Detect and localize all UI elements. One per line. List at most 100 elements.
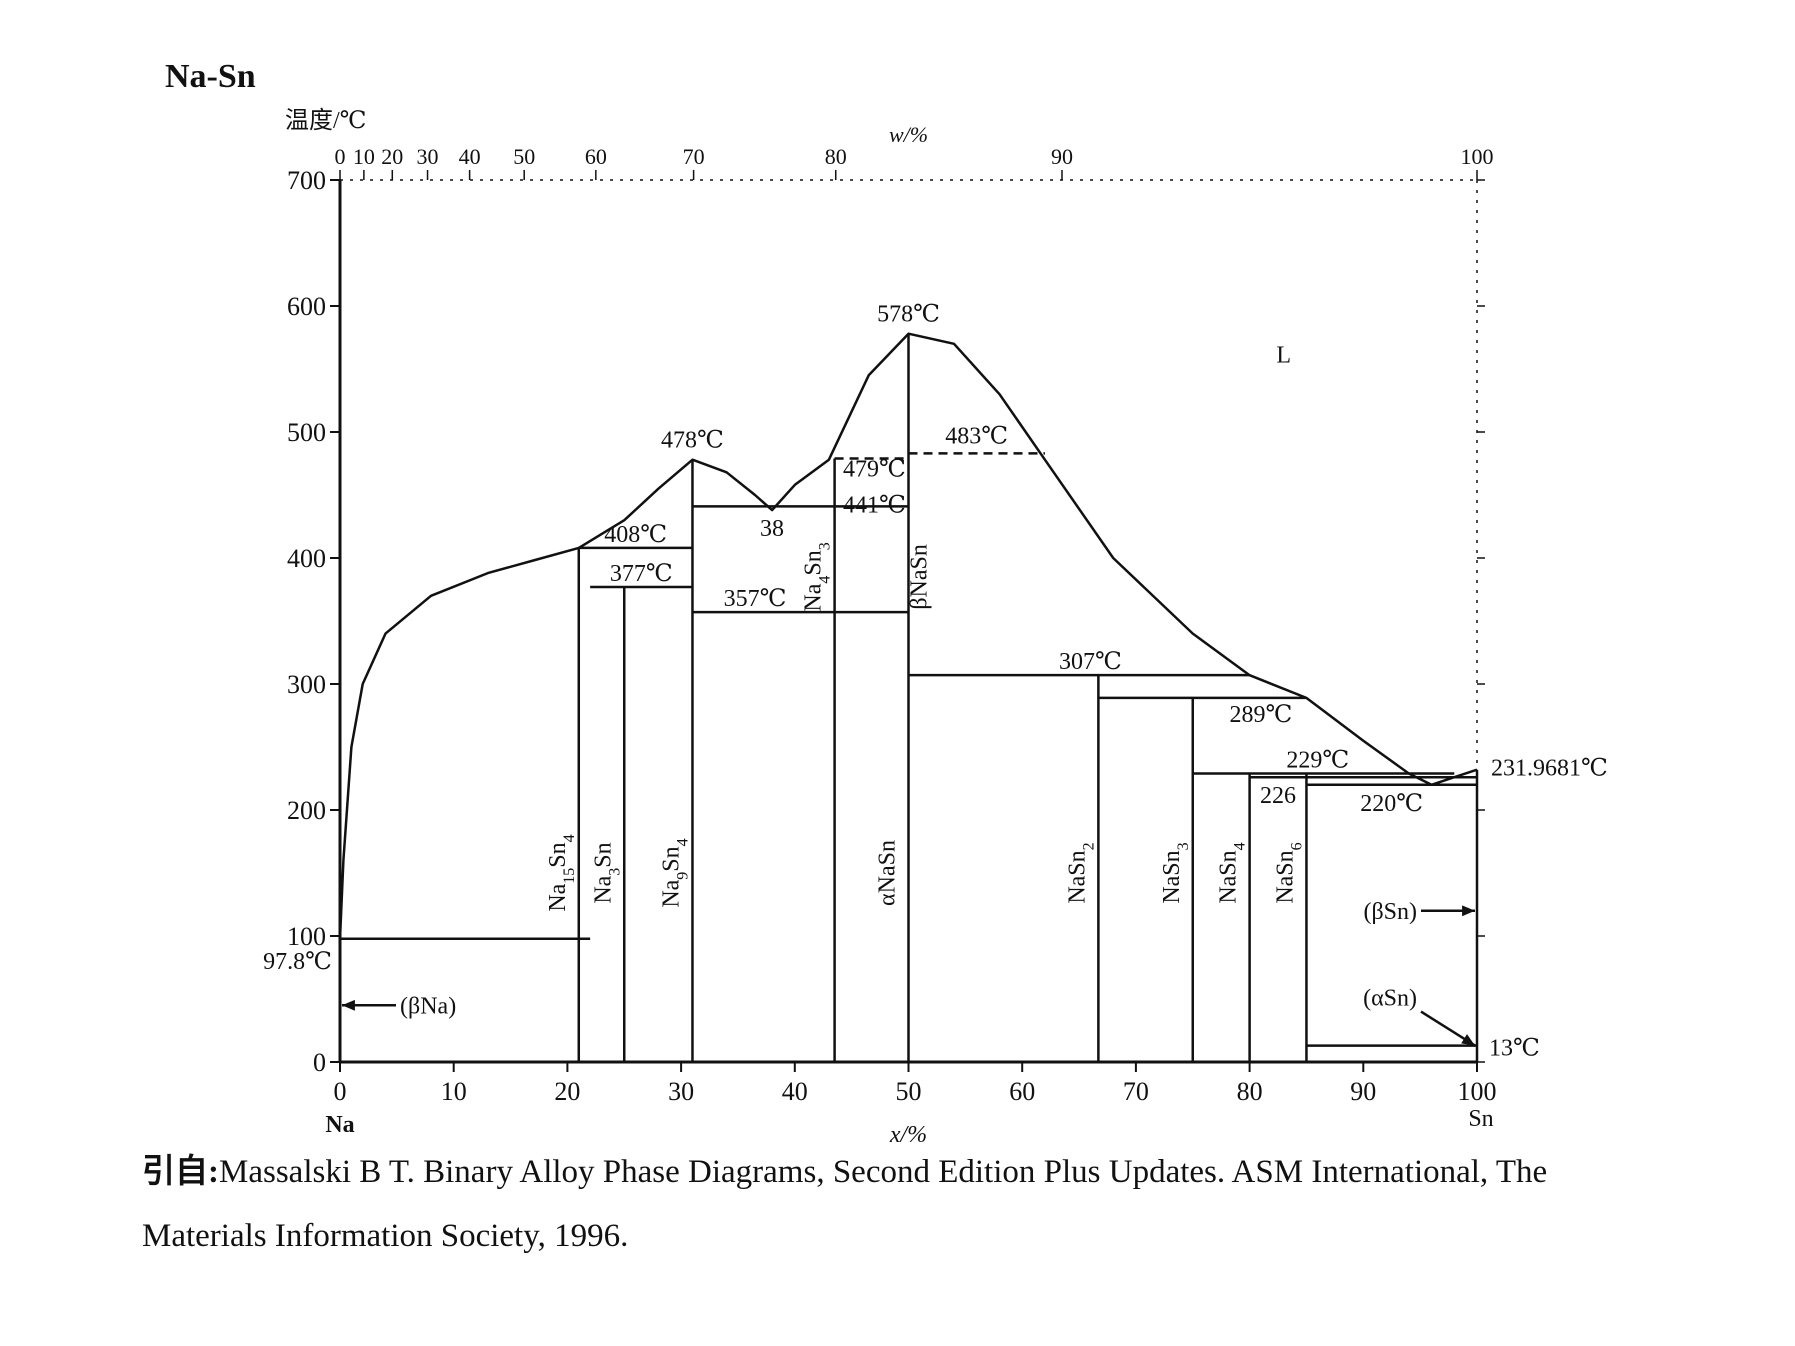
x-axis-label: x/% xyxy=(889,1122,927,1148)
x-tick-label: 30 xyxy=(668,1077,694,1106)
citation-line-1: Massalski B T. Binary Alloy Phase Diagra… xyxy=(219,1154,1548,1190)
annotation: 97.8℃ xyxy=(263,949,332,975)
arrow-beta-na-head xyxy=(342,999,355,1011)
x-tick-label: 60 xyxy=(1009,1077,1035,1106)
end-label-sn: Sn xyxy=(1468,1106,1493,1132)
annotation: 307℃ xyxy=(1059,649,1122,675)
compound-label-subscript: 2 xyxy=(1080,842,1097,850)
annotation: 229℃ xyxy=(1286,747,1349,773)
compound-label: βNaSn xyxy=(907,544,933,610)
annotation: 231.9681℃ xyxy=(1491,756,1608,782)
x-tick-label: 70 xyxy=(1123,1077,1149,1106)
chart-title: Na-Sn xyxy=(165,58,256,95)
annotation: 479℃ xyxy=(843,456,906,482)
citation-line-2: Materials Information Society, 1996. xyxy=(142,1218,629,1254)
x-tick-label: 40 xyxy=(782,1077,808,1106)
compound-label-subscript: 4 xyxy=(1231,842,1248,850)
annotation: 483℃ xyxy=(945,423,1008,449)
x2-tick-label: 80 xyxy=(825,144,847,169)
annotation: (βSn) xyxy=(1363,899,1417,925)
y-tick-label: 500 xyxy=(287,418,326,447)
compound-label-part: Sn xyxy=(545,842,571,867)
compound-label: Na15Sn4 xyxy=(545,834,578,911)
annotation: 441℃ xyxy=(843,492,906,518)
compound-label: Na9Sn4 xyxy=(658,838,691,907)
y-tick-label: 200 xyxy=(287,796,326,825)
compound-label: NaSn6 xyxy=(1272,842,1305,903)
compound-label-subscript: 6 xyxy=(1288,842,1305,850)
citation: 引自:Massalski B T. Binary Alloy Phase Dia… xyxy=(142,1140,1762,1268)
compound-label-part: NaSn xyxy=(1064,850,1090,903)
annotation: (αSn) xyxy=(1363,985,1417,1011)
compound-label-part: αNaSn xyxy=(875,840,901,906)
x-tick-label: 10 xyxy=(441,1077,467,1106)
x2-tick-label: 20 xyxy=(381,144,403,169)
y-tick-label: 0 xyxy=(313,1048,326,1077)
x2-tick-label: 10 xyxy=(353,144,375,169)
x2-axis-label: w/% xyxy=(889,122,928,147)
compound-label-subscript: 4 xyxy=(816,576,833,584)
annotation: 408℃ xyxy=(604,522,667,548)
y-axis-label: 温度/℃ xyxy=(285,107,367,134)
citation-prefix: 引自: xyxy=(142,1154,219,1190)
compound-label-subscript: 4 xyxy=(560,834,577,842)
y-tick-label: 300 xyxy=(287,670,326,699)
arrow-beta-sn-head xyxy=(1462,905,1475,917)
compound-label: αNaSn xyxy=(875,840,901,906)
annotation: 289℃ xyxy=(1230,702,1293,728)
x-tick-label: 80 xyxy=(1237,1077,1263,1106)
compound-label-part: Sn xyxy=(801,550,827,575)
compound-label-part: Na xyxy=(590,875,616,903)
compound-label: Na3Sn xyxy=(590,842,623,903)
compound-label-part: NaSn xyxy=(1159,850,1185,903)
annotation: 377℃ xyxy=(610,561,673,587)
end-label-na: Na xyxy=(325,1112,354,1138)
compound-label-subscript: 3 xyxy=(606,868,623,876)
annotation: 226 xyxy=(1260,783,1296,809)
x2-tick-label: 0 xyxy=(335,144,346,169)
x2-tick-label: 100 xyxy=(1461,144,1494,169)
compound-label-part: βNaSn xyxy=(907,544,933,610)
compound-label-part: NaSn xyxy=(1216,850,1242,903)
annotation: 220℃ xyxy=(1360,791,1423,817)
arrow-alpha-sn-head xyxy=(1461,1034,1475,1046)
x2-tick-label: 70 xyxy=(683,144,705,169)
x2-tick-label: 90 xyxy=(1051,144,1073,169)
compound-label-subscript: 4 xyxy=(674,838,691,846)
y-tick-label: 400 xyxy=(287,544,326,573)
compound-label-subscript: 9 xyxy=(674,872,691,880)
compound-label-part: NaSn xyxy=(1272,850,1298,903)
x-tick-label: 20 xyxy=(554,1077,580,1106)
annotation: 478℃ xyxy=(661,428,724,454)
compound-label-subscript: 15 xyxy=(560,868,577,884)
annotation: 578℃ xyxy=(877,302,940,328)
compound-label: NaSn3 xyxy=(1159,842,1192,903)
x2-tick-label: 50 xyxy=(513,144,535,169)
annotation: 38 xyxy=(760,516,784,542)
x2-tick-label: 30 xyxy=(417,144,439,169)
x-tick-label: 100 xyxy=(1458,1077,1497,1106)
compound-label-subscript: 3 xyxy=(816,542,833,550)
x-tick-label: 0 xyxy=(334,1077,347,1106)
x2-tick-label: 40 xyxy=(459,144,481,169)
x-tick-label: 50 xyxy=(896,1077,922,1106)
compound-label-subscript: 3 xyxy=(1174,842,1191,850)
compound-label-part: Na xyxy=(545,883,571,911)
compound-label-part: Na xyxy=(658,879,684,907)
compound-label: NaSn4 xyxy=(1216,842,1249,903)
y-tick-label: 600 xyxy=(287,292,326,321)
x-tick-label: 90 xyxy=(1350,1077,1376,1106)
compound-label-part: Sn xyxy=(658,846,684,871)
compound-label-part: Sn xyxy=(590,842,616,867)
annotation: 357℃ xyxy=(724,586,787,612)
compound-label-part: Na xyxy=(801,583,827,611)
y-tick-label: 700 xyxy=(287,166,326,195)
annotation: (βNa) xyxy=(400,993,456,1019)
annotation: L xyxy=(1276,343,1291,369)
x2-tick-label: 60 xyxy=(585,144,607,169)
compound-label: NaSn2 xyxy=(1064,842,1097,903)
y-tick-label: 100 xyxy=(287,922,326,951)
annotation: 13℃ xyxy=(1489,1036,1540,1062)
compound-label: Na4Sn3 xyxy=(801,542,834,611)
